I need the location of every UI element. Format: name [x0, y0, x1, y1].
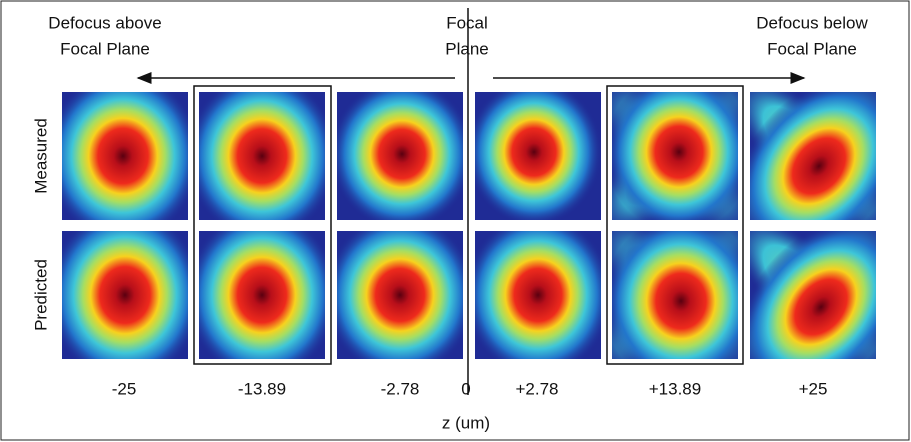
psf-image — [62, 231, 188, 359]
z-label: -25 — [112, 379, 137, 398]
z-label: +13.89 — [649, 379, 701, 398]
psf-spot — [612, 92, 738, 220]
z-label: +2.78 — [515, 379, 558, 398]
psf-spot — [62, 92, 188, 220]
highlight-box — [193, 85, 332, 365]
left-heading: Focal Plane — [60, 39, 150, 58]
psf-image — [475, 231, 601, 359]
right-heading: Defocus below — [756, 13, 868, 32]
z-label: -2.78 — [381, 379, 420, 398]
psf-spot — [337, 231, 463, 359]
center-heading: Plane — [445, 39, 488, 58]
psf-spot — [199, 231, 325, 359]
row-label: Predicted — [31, 259, 50, 331]
psf-image — [337, 92, 463, 220]
psf-spot — [199, 92, 325, 220]
psf-image — [750, 92, 876, 220]
psf-spot — [475, 231, 601, 359]
highlight-box — [606, 85, 744, 365]
psf-image — [62, 92, 188, 220]
psf-spot — [750, 231, 876, 359]
psf-image — [199, 92, 325, 220]
psf-spot — [612, 231, 738, 359]
psf-image — [337, 231, 463, 359]
psf-image — [612, 92, 738, 220]
z-label: 0 — [461, 379, 470, 398]
psf-image — [475, 92, 601, 220]
psf-image — [750, 231, 876, 359]
psf-spot — [750, 92, 876, 220]
z-label: -13.89 — [238, 379, 286, 398]
psf-spot — [475, 92, 601, 220]
psf-image — [612, 231, 738, 359]
center-heading: Focal — [446, 13, 488, 32]
left-heading: Defocus above — [48, 13, 161, 32]
row-label: Measured — [31, 118, 50, 194]
axis-label: z (um) — [442, 413, 490, 432]
psf-spot — [337, 92, 463, 220]
right-heading: Focal Plane — [767, 39, 857, 58]
psf-spot — [62, 231, 188, 359]
z-label: +25 — [799, 379, 828, 398]
psf-image — [199, 231, 325, 359]
